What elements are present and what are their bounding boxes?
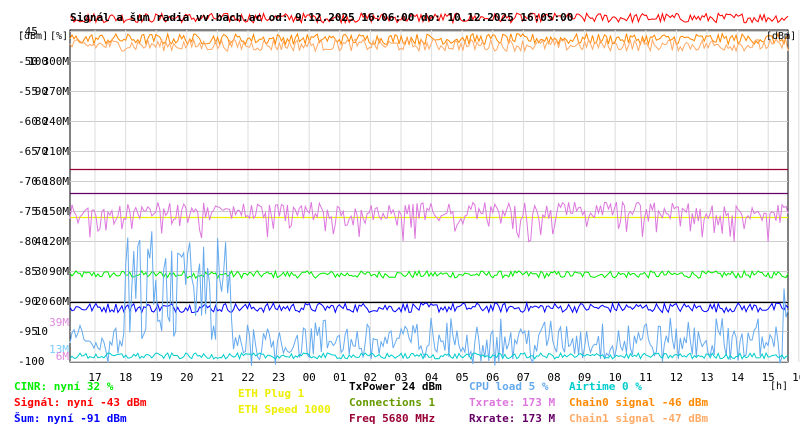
extra-tick-label: 6M — [56, 350, 70, 363]
x-tick-label: 17 — [88, 371, 101, 384]
series-line — [69, 200, 789, 243]
legend-item: ETH Plug 1 — [238, 387, 305, 400]
y-tick-dbm: -55 — [18, 85, 38, 98]
series-line — [69, 351, 789, 361]
y-tick-dbm: -65 — [18, 145, 38, 158]
y-tick-dbm: -45 — [18, 25, 38, 38]
y-tick-percent: 20 — [35, 295, 48, 308]
x-tick-label: 11 — [639, 371, 652, 384]
y-tick-percent: 70 — [35, 145, 48, 158]
y-tick-rate: 60M — [49, 295, 69, 308]
legend-item: Airtime 0 % — [569, 380, 642, 393]
x-tick-label: 18 — [119, 371, 132, 384]
y-tick-rate: 300M — [43, 55, 70, 68]
series-line — [69, 11, 789, 25]
x-tick-label: 13 — [700, 371, 713, 384]
series-line — [69, 301, 789, 314]
legend-item: CPU load 5 % — [469, 380, 549, 393]
series-line — [69, 269, 789, 280]
x-tick-label: 01 — [333, 371, 346, 384]
legend-col-3: TxPower 24 dBm Connections 1 Freq 5680 MHz — [349, 381, 442, 429]
grid-layer — [69, 29, 800, 363]
legend-item: Connections 1 — [349, 396, 436, 409]
x-tick-label: 20 — [180, 371, 193, 384]
chart-title: Signál a šum radia vv.bach.ac od: 9.12.2… — [70, 11, 573, 24]
legend-col-2: ETH Plug 1 ETH Speed 1000 — [238, 388, 331, 420]
x-tick-label: 23 — [272, 371, 285, 384]
legend-item: Chain1 signal -47 dBm — [569, 412, 709, 425]
y-tick-percent: 90 — [35, 85, 48, 98]
series-line — [69, 231, 789, 366]
y-tick-rate: 120M — [43, 235, 70, 248]
x-tick-label: 16 — [792, 371, 800, 384]
x-tick-label: 07 — [517, 371, 530, 384]
reference-lines — [70, 168, 788, 304]
x-tick-label: 21 — [211, 371, 224, 384]
legend-col-1: CINR: nyní 32 % Signál: nyní -43 dBm Šum: … — [14, 381, 146, 429]
unit-dbm: [dBm] — [18, 31, 48, 42]
x-tick-label: 02 — [364, 371, 377, 384]
y-tick-rate: 270M — [43, 85, 70, 98]
y-tick-percent: 80 — [35, 115, 48, 128]
y-tick-percent: 50 — [35, 205, 48, 218]
x-tick-label: 00 — [303, 371, 316, 384]
x-tick-label: 03 — [394, 371, 407, 384]
unit-dbm-right: [dBm] — [766, 31, 796, 42]
x-tick-label: 15 — [762, 371, 775, 384]
y-tick-dbm: -100 — [18, 355, 45, 368]
x-tick-label: 10 — [609, 371, 622, 384]
y-tick-rate: 210M — [43, 145, 70, 158]
y-tick-percent: 30 — [35, 265, 48, 278]
x-tick-label: 12 — [670, 371, 683, 384]
y-tick-dbm: -90 — [18, 295, 38, 308]
y-tick-dbm: -95 — [18, 325, 38, 338]
legend-item: Freq 5680 MHz — [349, 412, 436, 425]
y-tick-rate: 90M — [49, 265, 69, 278]
y-tick-percent: 100 — [28, 55, 48, 68]
y-tick-dbm: -50 — [18, 55, 38, 68]
extra-tick-label: 13M — [49, 343, 69, 356]
legend-col-4: CPU load 5 % Txrate: 173 M Rxrate: 173 M — [469, 381, 555, 429]
extra-tick-label: 39M — [49, 316, 69, 329]
x-tick-label: 08 — [547, 371, 560, 384]
legend-item: ETH Speed 1000 — [238, 403, 331, 416]
series-layer — [69, 11, 789, 366]
x-tick-label: 22 — [241, 371, 254, 384]
y-tick-rate: 240M — [43, 115, 70, 128]
legend-item: TxPower 24 dBm — [349, 380, 442, 393]
y-tick-dbm: -85 — [18, 265, 38, 278]
x-tick-label: 19 — [150, 371, 163, 384]
x-tick-label: 06 — [486, 371, 499, 384]
legend-item: Šum: nyní -91 dBm — [14, 412, 127, 425]
y-tick-dbm: -75 — [18, 205, 38, 218]
y-tick-rate: 180M — [43, 175, 70, 188]
y-tick-percent: 40 — [35, 235, 48, 248]
x-unit: [h] — [770, 381, 788, 392]
y-tick-dbm: -60 — [18, 115, 38, 128]
x-tick-label: 05 — [456, 371, 469, 384]
y-tick-percent: 10 — [35, 325, 48, 338]
y-tick-dbm: -70 — [18, 175, 38, 188]
series-line — [69, 37, 789, 53]
legend-col-5: Airtime 0 % Chain0 signal -46 dBm Chain1 s… — [569, 381, 708, 429]
x-tick-label: 04 — [425, 371, 439, 384]
unit-percent: [%] — [50, 31, 68, 42]
y-tick-percent: 60 — [35, 175, 48, 188]
y-tick-rate: 150M — [43, 205, 70, 218]
legend-item: CINR: nyní 32 % — [14, 380, 114, 393]
legend-item: Rxrate: 173 M — [469, 412, 556, 425]
legend-item: Signál: nyní -43 dBm — [14, 396, 147, 409]
legend-item: Txrate: 173 M — [469, 396, 556, 409]
x-tick-label: 09 — [578, 371, 591, 384]
y-tick-dbm: -80 — [18, 235, 38, 248]
x-tick-label: 14 — [731, 371, 745, 384]
legend-item: Chain0 signal -46 dBm — [569, 396, 709, 409]
